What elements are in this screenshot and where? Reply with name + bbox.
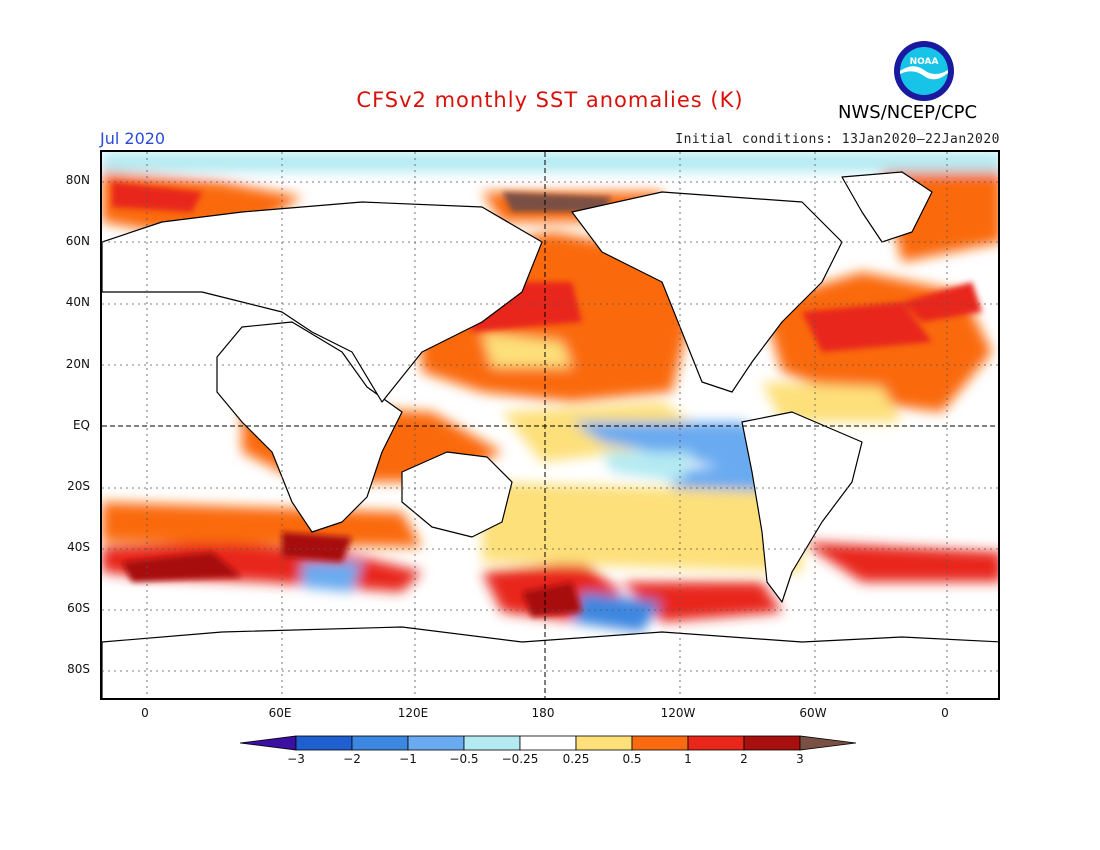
lon-label: 180 — [531, 706, 555, 720]
lat-label: 60S — [67, 601, 90, 615]
colorbar-tick-label: 0.5 — [622, 752, 642, 766]
colorbar-segment — [743, 735, 801, 751]
sst-anomaly-map — [100, 150, 1000, 700]
lat-label: 20S — [67, 479, 90, 493]
valid-month: Jul 2020 — [100, 129, 166, 148]
colorbar-tick-label: 2 — [740, 752, 748, 766]
lat-label: EQ — [72, 418, 90, 432]
colorbar-tick-label: 3 — [796, 752, 804, 766]
lon-label: 0 — [941, 706, 949, 720]
colorbar-tick-label: −1 — [399, 752, 417, 766]
lat-label: 80N — [65, 173, 90, 187]
lat-label: 40N — [65, 295, 90, 309]
logo: NOAA — [893, 40, 955, 102]
lat-label: 40S — [67, 540, 90, 554]
colorbar-tick-label: −3 — [287, 752, 305, 766]
lon-label: 120E — [397, 706, 429, 720]
colorbar-segment — [351, 735, 409, 751]
lon-label: 120W — [660, 706, 696, 720]
colorbar-tick-label: −0.25 — [501, 752, 539, 766]
lon-label: 60E — [268, 706, 292, 720]
colorbar-segment — [631, 735, 689, 751]
colorbar-segment — [239, 735, 297, 751]
colorbar-segment — [407, 735, 465, 751]
lon-label: 60W — [799, 706, 827, 720]
chart-title: CFSv2 monthly SST anomalies (K) — [356, 88, 744, 112]
lon-label: 0 — [141, 706, 149, 720]
colorbar-segment — [463, 735, 521, 751]
lat-label: 20N — [65, 357, 90, 371]
colorbar-segment — [799, 735, 857, 751]
svg-text:NOAA: NOAA — [910, 57, 939, 67]
colorbar-segment — [295, 735, 353, 751]
colorbar-segment — [519, 735, 577, 751]
lat-label: 60N — [65, 234, 90, 248]
colorbar — [239, 735, 862, 755]
colorbar-segment — [575, 735, 633, 751]
initial-conditions: Initial conditions: 13Jan2020–22Jan2020 — [675, 132, 1000, 147]
org-label: NWS/NCEP/CPC — [838, 102, 978, 123]
lat-label: 80S — [67, 662, 90, 676]
colorbar-segment — [687, 735, 745, 751]
colorbar-tick-label: 0.25 — [562, 752, 590, 766]
colorbar-tick-label: −0.5 — [449, 752, 479, 766]
colorbar-tick-label: −2 — [343, 752, 361, 766]
colorbar-tick-label: 1 — [684, 752, 692, 766]
